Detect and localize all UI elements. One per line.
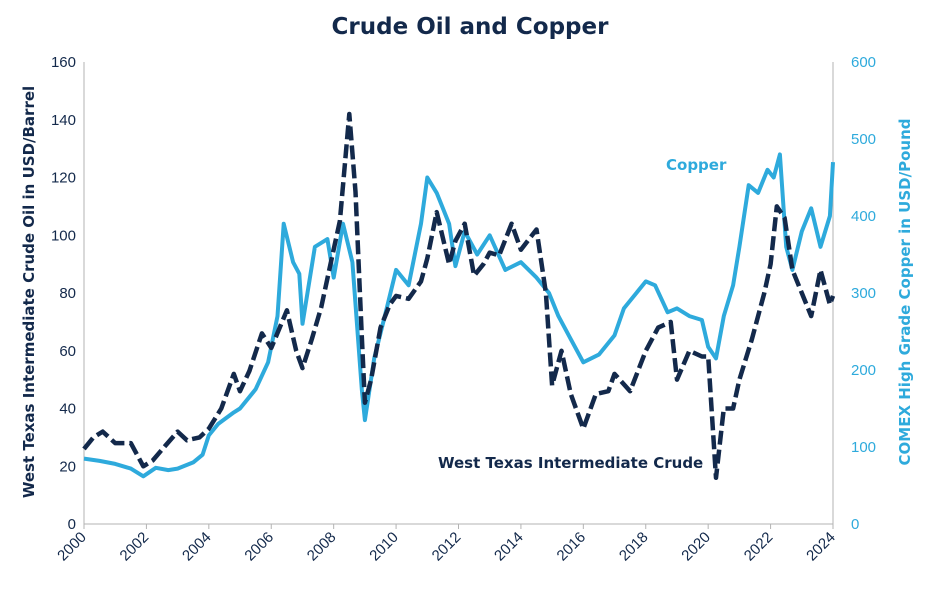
oil-series-label: West Texas Intermediate Crude [438,454,703,472]
y-right-tick-label: 600 [851,54,876,71]
y-right-tick-label: 200 [851,362,876,379]
x-tick-label: 2010 [366,529,402,565]
x-tick-label: 2000 [54,529,90,565]
y-left-tick-labels: 0 20 40 60 80 100 120 140 160 [51,54,76,533]
x-tick-label: 2008 [304,529,340,565]
y-left-tick-label: 20 [59,458,76,475]
y-right-tick-label: 300 [851,285,876,302]
y-left-tick-label: 80 [59,285,76,302]
x-tick-label: 2018 [616,529,652,565]
x-tick-label: 2014 [491,529,527,565]
oil-series-line [82,111,836,481]
x-tick-label: 2002 [117,529,153,565]
series-lines [82,111,836,481]
y-left-tick-label: 40 [59,401,76,418]
y-right-tick-label: 0 [851,516,859,533]
copper-series-line [83,152,835,479]
y-left-tick-label: 0 [68,516,76,533]
y-right-axis-label: COMEX High Grade Copper in USD/Pound [896,119,914,466]
x-tick-label: 2012 [429,529,465,565]
x-tick-label: 2004 [179,529,215,565]
y-right-tick-label: 500 [851,131,876,148]
chart-title: Crude Oil and Copper [331,14,609,40]
x-tick-label: 2024 [803,529,839,565]
x-tick-label: 2006 [241,529,277,565]
y-left-tick-label: 120 [51,170,76,187]
y-left-tick-label: 60 [59,343,76,360]
y-right-tick-label: 100 [851,439,876,456]
y-right-tick-label: 400 [851,208,876,225]
x-tick-labels: 2000 2002 2004 2006 2008 2010 2012 2014 2016 2018… [54,524,839,564]
y-left-tick-label: 160 [51,54,76,71]
y-left-tick-label: 140 [51,112,76,129]
x-tick-label: 2016 [554,529,590,565]
y-left-tick-label: 100 [51,227,76,244]
y-right-tick-labels: 0 100 200 300 400 500 600 [851,54,876,533]
y-left-axis-label: West Texas Intermediate Crude Oil in USD… [20,86,38,498]
copper-series-label: Copper [666,156,727,174]
x-tick-label: 2020 [678,529,714,565]
x-tick-label: 2022 [741,529,777,565]
